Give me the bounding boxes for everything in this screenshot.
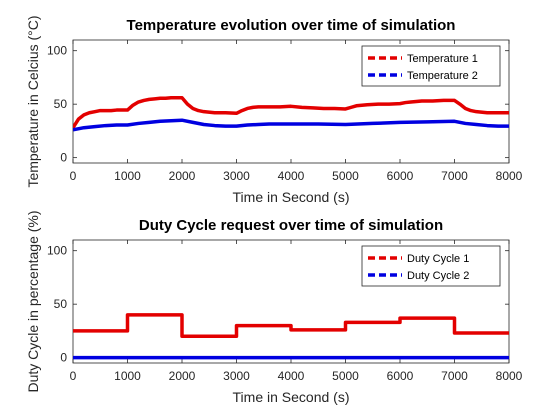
x-tick-label: 1000 bbox=[114, 169, 141, 183]
legend-box bbox=[361, 45, 501, 87]
series-line-1 bbox=[73, 313, 509, 339]
legend: Duty Cycle 1 Duty Cycle 2 bbox=[361, 245, 501, 287]
chart-title: Duty Cycle request over time of simulati… bbox=[139, 217, 443, 234]
x-tick-label: 0 bbox=[70, 369, 77, 383]
legend-box bbox=[361, 245, 501, 287]
y-tick-label: 50 bbox=[54, 97, 68, 111]
x-tick-label: 4000 bbox=[278, 169, 305, 183]
x-tick-label: 0 bbox=[70, 169, 77, 183]
y-tick-label: 0 bbox=[60, 351, 67, 365]
y-axis-label: Duty Cycle in percentage (%) bbox=[25, 210, 41, 392]
temperature-chart: 0 1000 2000 3000 4000 5000 6000 7000 8000 0 50 100 T… bbox=[25, 15, 523, 205]
duty-cycle-chart: 0 1000 2000 3000 4000 5000 6000 7000 8000 0 50 100 D… bbox=[25, 210, 523, 405]
x-tick-label: 8000 bbox=[496, 369, 523, 383]
x-tick-label: 2000 bbox=[169, 369, 196, 383]
chart-title: Temperature evolution over time of simul… bbox=[127, 17, 456, 34]
x-tick-label: 3000 bbox=[223, 369, 250, 383]
x-tick-label: 3000 bbox=[223, 169, 250, 183]
x-tick-label: 6000 bbox=[387, 169, 414, 183]
x-tick-label: 5000 bbox=[332, 369, 359, 383]
x-tick-label: 8000 bbox=[496, 169, 523, 183]
x-axis-label: Time in Second (s) bbox=[233, 389, 350, 405]
y-tick-label: 100 bbox=[47, 244, 67, 258]
x-tick-label: 4000 bbox=[278, 369, 305, 383]
x-tick-label: 2000 bbox=[169, 169, 196, 183]
series-line-2 bbox=[73, 118, 509, 132]
legend: Temperature 1 Temperature 2 bbox=[361, 45, 501, 87]
y-tick-label: 0 bbox=[60, 151, 67, 165]
legend-label-2: Duty Cycle 2 bbox=[407, 270, 469, 282]
legend-label-1: Duty Cycle 1 bbox=[407, 253, 469, 265]
x-axis-label: Time in Second (s) bbox=[233, 189, 350, 205]
y-axis-label: Temperature in Celcius (°C) bbox=[25, 15, 41, 187]
legend-label-1: Temperature 1 bbox=[407, 53, 478, 65]
x-tick-label: 1000 bbox=[114, 369, 141, 383]
x-tick-label: 6000 bbox=[387, 369, 414, 383]
y-tick-label: 50 bbox=[54, 297, 68, 311]
y-tick-label: 100 bbox=[47, 44, 67, 58]
x-tick-label: 5000 bbox=[332, 169, 359, 183]
legend-label-2: Temperature 2 bbox=[407, 70, 478, 82]
series-line-1 bbox=[73, 96, 509, 129]
x-tick-label: 7000 bbox=[441, 169, 468, 183]
x-tick-label: 7000 bbox=[441, 369, 468, 383]
